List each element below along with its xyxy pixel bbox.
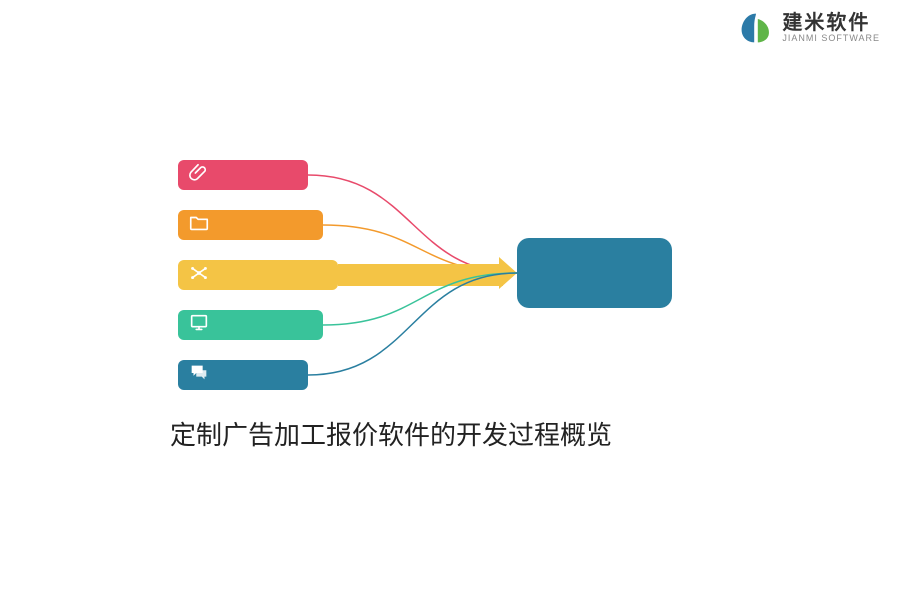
screen-icon (188, 312, 210, 339)
connector-layer (0, 0, 900, 600)
chat-icon (188, 362, 210, 389)
process-diagram: 定制广告加工报价软件的开发过程概览 (0, 0, 900, 600)
folder-icon (188, 212, 210, 239)
source-node-4 (178, 310, 323, 340)
target-node (517, 238, 672, 308)
source-node-1 (178, 160, 308, 190)
source-node-3 (178, 260, 338, 290)
source-node-5 (178, 360, 308, 390)
diagram-caption: 定制广告加工报价软件的开发过程概览 (170, 415, 612, 452)
network-icon (188, 262, 210, 289)
paperclip-icon (188, 162, 210, 189)
source-node-2 (178, 210, 323, 240)
